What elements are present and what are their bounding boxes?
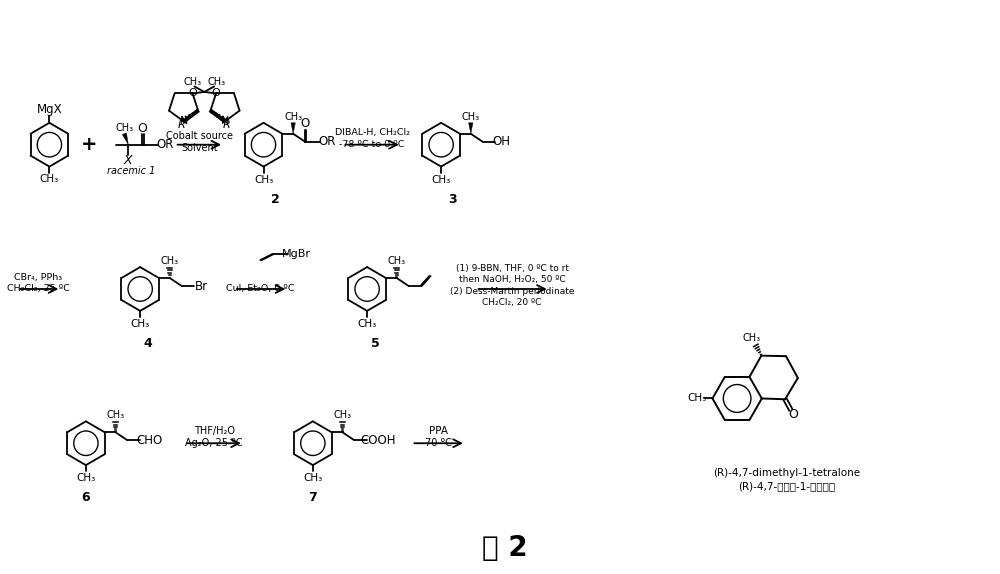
Text: 5: 5	[371, 337, 379, 350]
Text: N: N	[221, 117, 229, 126]
Text: CH₃: CH₃	[76, 473, 96, 483]
Text: CH₃: CH₃	[431, 174, 451, 184]
Text: CH₃: CH₃	[106, 410, 125, 420]
Text: racemic 1: racemic 1	[107, 165, 155, 176]
Text: CBr₄, PPh₃: CBr₄, PPh₃	[14, 273, 63, 282]
Text: CH₂Cl₂, 20 ºC: CH₂Cl₂, 20 ºC	[482, 298, 542, 308]
Text: CH₃: CH₃	[254, 174, 273, 184]
Text: CHO: CHO	[136, 434, 162, 447]
Text: (R)-4,7-dimethyl-1-tetralone: (R)-4,7-dimethyl-1-tetralone	[713, 468, 860, 478]
Text: +: +	[81, 135, 97, 154]
Text: DIBAL-H, CH₂Cl₂: DIBAL-H, CH₂Cl₂	[335, 128, 410, 137]
Text: (R)-4,7-二甲基-1-四氢萘酮: (R)-4,7-二甲基-1-四氢萘酮	[738, 481, 835, 491]
Text: O: O	[212, 88, 220, 98]
Text: 2: 2	[271, 193, 280, 206]
Text: MgBr: MgBr	[282, 249, 311, 259]
Polygon shape	[122, 133, 128, 145]
Text: 6: 6	[82, 491, 90, 505]
Text: MgX: MgX	[37, 103, 62, 117]
Text: CH₂Cl₂, 25 ºC: CH₂Cl₂, 25 ºC	[7, 285, 70, 293]
Text: R: R	[223, 121, 231, 130]
Text: R: R	[178, 121, 185, 130]
Text: CH₃: CH₃	[183, 77, 202, 87]
Text: CH₃: CH₃	[40, 173, 59, 184]
Text: COOH: COOH	[360, 434, 396, 447]
Text: (2) Dess-Martin periodinate: (2) Dess-Martin periodinate	[450, 288, 574, 297]
Text: CH₃: CH₃	[284, 112, 302, 122]
Text: 式 2: 式 2	[482, 534, 528, 562]
Text: Solvent: Solvent	[181, 143, 218, 153]
Text: Ag₂O, 25 ºC: Ag₂O, 25 ºC	[185, 438, 243, 448]
Polygon shape	[291, 123, 295, 134]
Text: CH₃: CH₃	[303, 473, 322, 483]
Text: PPA: PPA	[429, 426, 448, 436]
Text: CH₃: CH₃	[687, 393, 706, 404]
Text: CH₃: CH₃	[333, 410, 352, 420]
Text: CH₃: CH₃	[743, 333, 761, 343]
Text: Br: Br	[195, 280, 208, 293]
Text: CH₃: CH₃	[131, 319, 150, 329]
Text: CuI, Et₂O, 0 ºC: CuI, Et₂O, 0 ºC	[226, 285, 295, 293]
Text: OR: OR	[318, 135, 335, 148]
Text: CH₃: CH₃	[357, 319, 377, 329]
Text: CH₃: CH₃	[462, 112, 480, 122]
Polygon shape	[469, 123, 473, 134]
Text: X: X	[124, 154, 133, 167]
Text: O: O	[300, 117, 310, 130]
Text: THF/H₂O: THF/H₂O	[194, 426, 235, 436]
Text: O: O	[788, 408, 798, 421]
Text: OR: OR	[156, 138, 174, 151]
Text: CH₃: CH₃	[207, 77, 225, 87]
Text: 70 ºC: 70 ºC	[425, 438, 452, 448]
Text: CH₃: CH₃	[161, 256, 179, 266]
Text: OH: OH	[492, 135, 510, 148]
Text: Cobalt source: Cobalt source	[166, 131, 233, 141]
Text: CH₃: CH₃	[115, 123, 133, 133]
Text: (1) 9-BBN, THF, 0 ºC to rt: (1) 9-BBN, THF, 0 ºC to rt	[456, 263, 569, 273]
Text: O: O	[137, 122, 147, 135]
Text: -78 ºC to 0 ºC: -78 ºC to 0 ºC	[339, 140, 405, 149]
Text: 7: 7	[308, 491, 317, 505]
Text: CH₃: CH₃	[388, 256, 406, 266]
Text: 4: 4	[144, 337, 152, 350]
Text: O: O	[188, 88, 197, 98]
Text: 3: 3	[449, 193, 457, 206]
Text: N: N	[179, 117, 188, 126]
Text: then NaOH, H₂O₂, 50 ºC: then NaOH, H₂O₂, 50 ºC	[459, 274, 565, 284]
